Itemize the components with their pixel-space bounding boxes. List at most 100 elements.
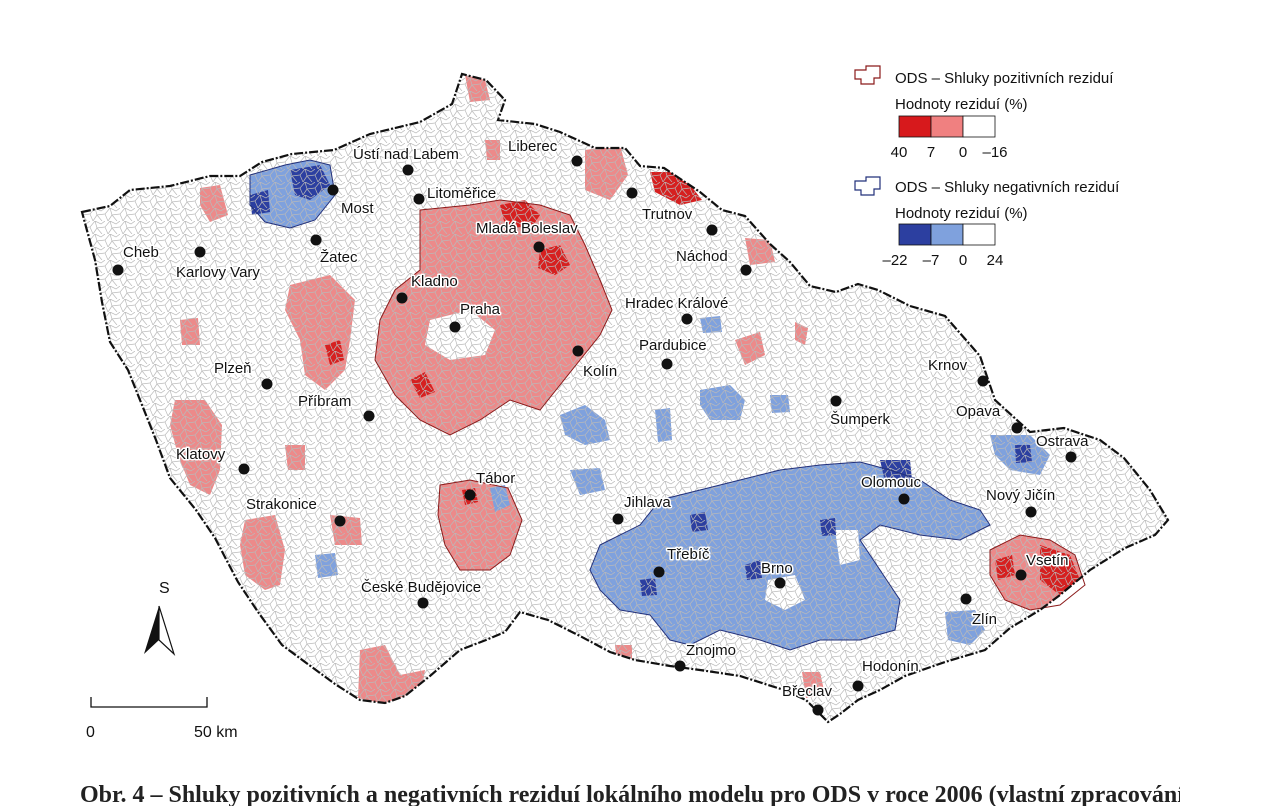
city-label-olomouc: Olomouc <box>861 474 922 491</box>
legend-positive-tick-2: 7 <box>927 144 935 161</box>
city-dot-jihlava <box>612 513 624 525</box>
city-label-breclav: Břeclav <box>782 683 833 700</box>
city-label-nachod: Náchod <box>676 248 728 265</box>
city-dot-liberec <box>571 155 583 167</box>
legend-negative-symbol <box>854 176 881 196</box>
city-label-tabor: Tábor <box>476 470 515 487</box>
city-dot-litomerice <box>413 193 425 205</box>
city-dot-nachod-2 <box>740 264 752 276</box>
city-dot-ostrava <box>1065 451 1077 463</box>
city-dot-ceske-budejovice <box>417 597 429 609</box>
legend-negative-swatch-3 <box>962 223 996 246</box>
legend-negative-subtitle: Hodnoty reziduí (%) <box>895 205 1028 222</box>
city-dot-vsetin <box>1015 569 1027 581</box>
legend-negative-title: ODS – Shluky negativních reziduí <box>895 179 1120 196</box>
city-label-znojmo: Znojmo <box>686 642 736 659</box>
scale-bar-start: 0 <box>86 724 95 741</box>
city-label-pardubice: Pardubice <box>639 337 707 354</box>
cluster-outlines <box>249 159 1086 651</box>
city-label-novy-jicin: Nový Jičín <box>986 487 1055 504</box>
city-label-cheb: Cheb <box>123 244 159 261</box>
north-arrow-label: S <box>159 580 170 597</box>
legend-negative-swatch-1 <box>898 223 932 246</box>
cities-layer: Cheb Karlovy Vary Most Ústí nad Labem Li… <box>112 137 1091 716</box>
city-label-mlada-boleslav: Mladá Boleslav <box>476 220 578 237</box>
city-label-litomerice: Litoměřice <box>427 185 496 202</box>
city-dot-novy-jicin <box>1025 506 1037 518</box>
city-dot-znojmo <box>674 660 686 672</box>
city-dot-opava <box>1011 422 1023 434</box>
city-dot-cheb <box>112 264 124 276</box>
city-dot-kladno <box>396 292 408 304</box>
city-label-ceske-budejovice: České Budějovice <box>361 579 481 596</box>
clusters <box>82 74 1168 722</box>
legend-positive-tick-1: 40 <box>891 144 908 161</box>
north-arrow-icon <box>144 606 159 654</box>
legend-positive-swatch-2 <box>930 115 964 138</box>
city-dot-strakonice <box>334 515 346 527</box>
city-label-krnov: Krnov <box>928 357 968 374</box>
city-label-ostrava: Ostrava <box>1036 433 1089 450</box>
legend-negative-swatch-2 <box>930 223 964 246</box>
city-dot-pardubice <box>661 358 673 370</box>
city-dot-brno <box>774 577 786 589</box>
city-dot-krnov <box>977 375 989 387</box>
city-dot-praha <box>449 321 461 333</box>
legend-positive-subtitle: Hodnoty reziduí (%) <box>895 96 1028 113</box>
legend-negative-tick-2: –7 <box>923 252 940 269</box>
city-label-karlovy-vary: Karlovy Vary <box>176 264 260 281</box>
scale-bar-end: 50 km <box>194 724 238 741</box>
city-label-kladno: Kladno <box>411 273 458 290</box>
legend-negative-tick-1: –22 <box>882 252 907 269</box>
legend-negative-tick-3: 0 <box>959 252 967 269</box>
legend-positive-swatch-3 <box>962 115 996 138</box>
city-label-zatec: Žatec <box>320 249 358 266</box>
city-dot-breclav <box>812 704 824 716</box>
legend-negative-tick-4: 24 <box>987 252 1004 269</box>
country-border <box>80 72 1170 724</box>
legend-positive-tick-3: 0 <box>959 144 967 161</box>
legend-positive-symbol <box>854 65 881 85</box>
city-dot-pribram <box>363 410 375 422</box>
city-dot-trebic <box>653 566 665 578</box>
city-dot-tabor <box>464 489 476 501</box>
city-label-opava: Opava <box>956 403 1001 420</box>
city-dot-plzen <box>261 378 273 390</box>
city-label-hodonin: Hodonín <box>862 658 919 675</box>
city-dot-karlovy-vary <box>194 246 206 258</box>
city-dot-nachod <box>706 224 718 236</box>
city-label-plzen: Plzeň <box>214 360 252 377</box>
city-dot-klatovy <box>238 463 250 475</box>
city-dot-hodonin <box>852 680 864 692</box>
legend-positive-title: ODS – Shluky pozitivních reziduí <box>895 70 1114 87</box>
city-dot-most <box>327 184 339 196</box>
city-label-most: Most <box>341 200 374 217</box>
city-label-trutnov: Trutnov <box>642 206 693 223</box>
city-dot-hradec <box>681 313 693 325</box>
city-label-praha: Praha <box>460 301 501 318</box>
city-dot-sumperk <box>830 395 842 407</box>
city-label-jihlava: Jihlava <box>624 494 671 511</box>
city-dot-olomouc <box>898 493 910 505</box>
north-arrow: S <box>144 580 176 656</box>
city-dot-usti <box>402 164 414 176</box>
figure-caption: Obr. 4 – Shluky pozitivních a negativníc… <box>80 782 1180 806</box>
city-dot-zatec <box>310 234 322 246</box>
city-label-liberec: Liberec <box>508 138 558 155</box>
city-label-vsetin: Vsetín <box>1026 552 1069 569</box>
city-dot-mlada-boleslav <box>533 241 545 253</box>
city-label-klatovy: Klatovy <box>176 446 226 463</box>
city-label-sumperk: Šumperk <box>830 411 891 428</box>
legend-positive-tick-4: –16 <box>982 144 1007 161</box>
scale-bar: 0 50 km <box>86 697 238 741</box>
city-label-zlin: Zlín <box>972 611 997 628</box>
legend: ODS – Shluky pozitivních reziduí Hodnoty… <box>854 65 1120 269</box>
city-label-pribram: Příbram <box>298 393 351 410</box>
city-label-hradec: Hradec Králové <box>625 295 728 312</box>
city-label-brno: Brno <box>761 560 793 577</box>
city-label-kolin: Kolín <box>583 363 617 380</box>
legend-positive-swatch-1 <box>898 115 932 138</box>
city-label-usti: Ústí nad Labem <box>353 146 459 163</box>
city-dot-zlin <box>960 593 972 605</box>
